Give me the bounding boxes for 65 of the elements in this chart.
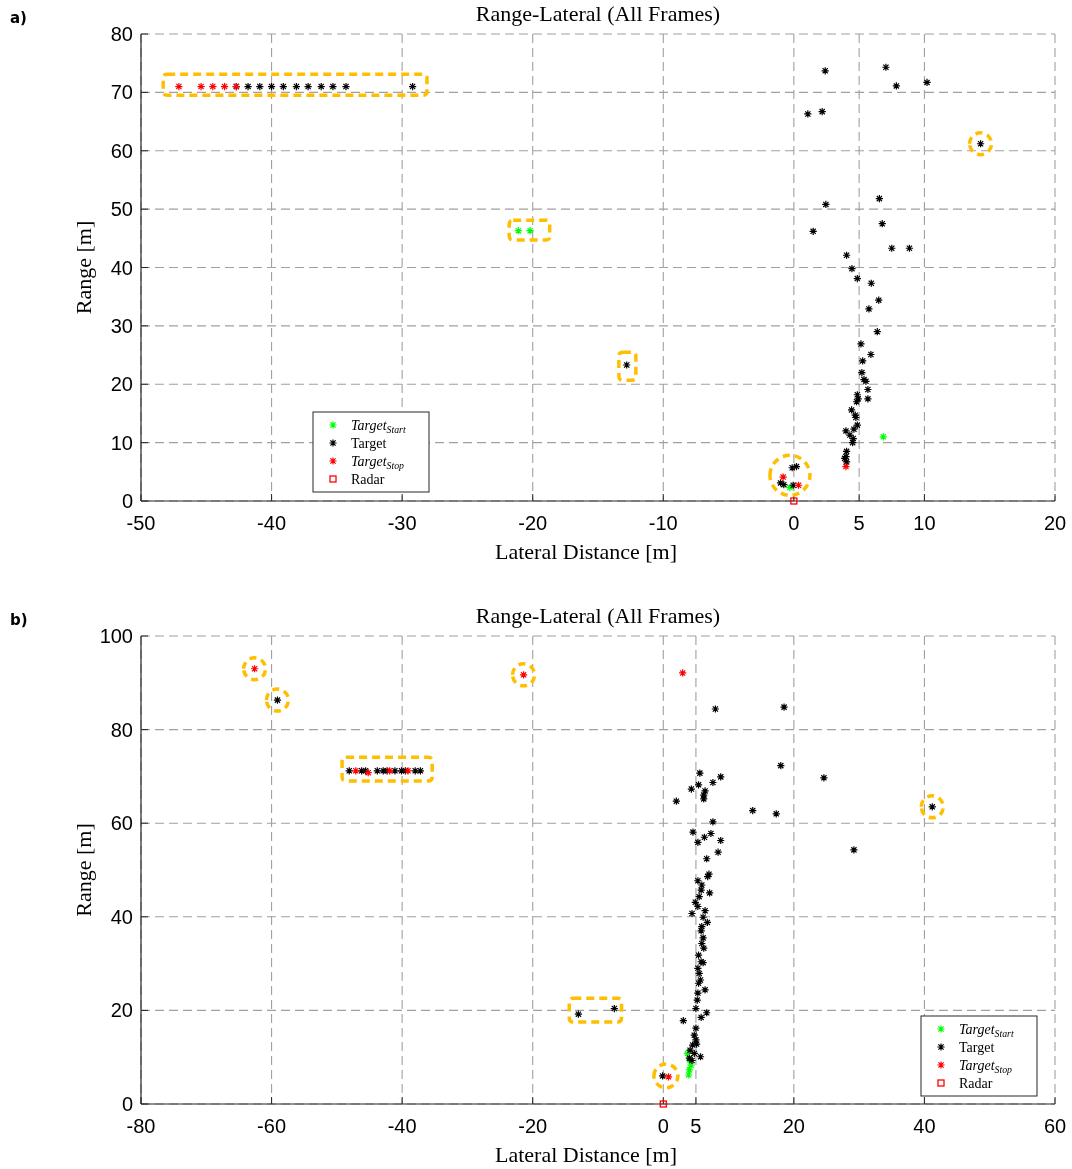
y-tick-label: 0 [121,1093,133,1115]
y-tick-label: 40 [110,905,133,928]
point [678,668,687,678]
x-tick-label: -20 [518,512,548,534]
point [879,432,888,441]
x-tick-label: 0 [788,512,800,534]
text: a) [10,9,27,27]
point [778,472,788,482]
point [790,497,798,505]
legend-label: Target [959,1040,995,1055]
point [208,82,218,91]
point [659,1100,667,1108]
point [196,82,206,91]
x-tick-label: 60 [1043,1115,1067,1137]
x-tick-label: -30 [387,512,417,534]
y-tick-label: 100 [99,625,133,647]
x-tick-label: 5 [853,512,865,534]
legend-label: Radar [959,1076,993,1091]
y-tick-label: 80 [110,23,133,45]
legend-label: Target [351,436,387,451]
point [685,1065,694,1075]
x-tick-label: -20 [518,1115,548,1137]
x-tick-label: 5 [690,1115,702,1137]
x-tick-label: -10 [648,512,678,534]
x-tick-label: -60 [257,1115,287,1137]
y-tick-label: 70 [110,81,133,104]
point [174,82,184,91]
point [351,766,360,775]
x-tick-label: 0 [657,1115,669,1137]
x-tick-label: 20 [782,1115,805,1137]
legend-label: Target$_{Start}$ [959,1022,1014,1039]
x-tick-label: -50 [126,512,156,534]
legend-label: Radar [351,472,385,487]
y-tick-label: 30 [110,314,133,337]
x-tick-label: 10 [913,512,936,534]
y-tick-label: 60 [110,812,133,835]
x-tick-label: 40 [913,1115,936,1137]
x-tick-label: -40 [257,512,287,534]
point [220,82,229,91]
x-tick-label: -80 [126,1115,156,1137]
y-tick-label: 10 [110,431,133,454]
y-tick-label: 80 [110,718,133,741]
y-tick-label: 60 [110,139,133,162]
y-axis-title: Range [m] [71,220,96,315]
x-tick-label: 20 [1043,512,1067,534]
y-axis-title: Range [m] [71,823,96,917]
x-axis-title: Lateral Distance [m] [494,539,678,564]
chart-title: Range-Lateral (All Frames) [475,603,721,628]
point [785,483,795,492]
y-tick-label: 40 [110,256,133,279]
chart-title: Range-Lateral (All Frames) [475,1,721,26]
y-tick-label: 20 [110,373,133,396]
point [525,226,535,235]
text: b) [10,611,28,629]
x-tick-label: -40 [387,1115,417,1137]
point [514,226,523,235]
point [794,481,803,490]
x-axis-title: Lateral Distance [m] [494,1142,678,1167]
legend-label: Target$_{Stop}$ [959,1058,1013,1075]
y-tick-label: 50 [110,198,133,221]
point [841,462,851,471]
y-tick-label: 0 [121,490,133,512]
legend-label: Target$_{Start}$ [351,418,406,435]
y-tick-label: 20 [110,999,133,1022]
legend-label: Target$_{Stop}$ [351,454,405,471]
